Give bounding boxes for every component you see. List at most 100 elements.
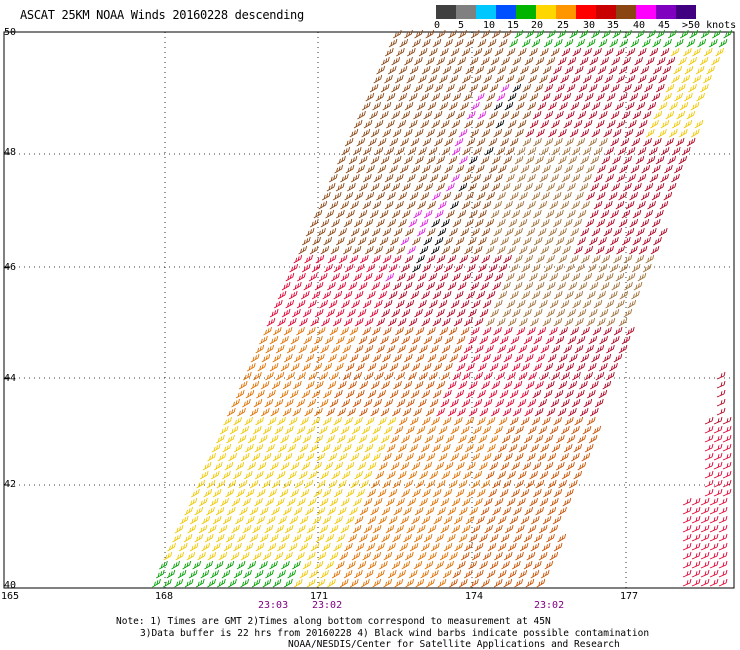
wind-barb [513,533,522,543]
wind-barb [504,200,513,210]
wind-barb [490,56,500,66]
wind-barb [586,290,596,300]
wind-barb [570,326,579,336]
wind-barb [255,542,265,552]
wind-barb [553,92,562,102]
wind-barb [276,470,286,480]
wind-barb [477,389,486,399]
wind-barb [207,578,216,588]
wind-barb [505,146,515,156]
wind-barb [329,200,339,210]
wind-barb [684,65,694,75]
wind-barb [329,497,339,507]
wind-barb [475,443,485,453]
wind-barb [358,209,368,219]
wind-barb [517,173,526,183]
wind-barb [491,155,501,165]
wind-barb [376,443,386,453]
wind-barb [320,218,330,228]
wind-barb [613,227,622,237]
wind-barb [334,461,344,471]
wind-barb [587,263,597,273]
wind-barb [421,164,431,174]
wind-barb [251,578,261,588]
wind-barb [436,128,446,138]
wind-barb [538,200,548,210]
wind-barb [299,542,309,552]
wind-barb [400,137,409,147]
wind-barb [436,254,446,264]
wind-barb [322,416,332,426]
wind-barb [391,407,401,417]
wind-barb [302,434,312,444]
wind-barb [637,74,647,84]
wind-barb [431,443,441,453]
wind-barb [471,479,480,489]
wind-barb [316,452,326,462]
wind-barb [480,155,490,165]
wind-barb [438,353,447,363]
wind-barb [244,542,254,552]
wind-barb [558,128,567,138]
wind-barb [343,317,353,327]
wind-barb [308,371,318,381]
wind-barb [425,56,435,66]
wind-barb [605,299,615,309]
wind-barb [265,470,274,480]
wind-barb [467,236,477,246]
wind-barb [416,254,425,264]
wind-barb [478,461,488,471]
wind-barb [360,353,370,363]
wind-barb [558,254,568,264]
wind-barb [449,551,458,561]
wind-barb [351,299,360,309]
wind-barb [411,362,421,372]
wind-barb [633,83,643,93]
wind-barb [463,344,473,354]
wind-barb [571,452,580,462]
wind-barb [466,164,475,174]
pass-time-2: 23:02 [312,600,343,611]
wind-barb [445,434,455,444]
wind-barb [623,83,632,93]
wind-barb [571,173,581,183]
wind-barb [287,317,297,327]
wind-barb [581,200,590,210]
wind-barb [367,515,377,525]
wind-barb [647,227,657,237]
wind-barb [379,209,389,219]
wind-barb [517,470,527,480]
wind-barb [379,236,389,246]
wind-barb [631,290,640,300]
wind-barb [418,47,428,57]
wind-barb [697,38,707,48]
wind-barb [471,524,481,534]
wind-barb [451,470,461,480]
wind-barb [494,551,503,561]
wind-barb [521,38,531,48]
wind-barb [494,524,503,534]
wind-barb [603,326,612,336]
wind-barb [420,191,430,201]
wind-barb [658,101,668,111]
wind-barb [494,497,504,507]
wind-barb [681,74,691,84]
wind-barb [393,227,403,237]
wind-barb [528,272,538,282]
wind-barb [446,83,455,93]
wind-barb [466,137,476,147]
wind-barb [484,146,494,156]
wind-barb [482,299,492,309]
wind-barb [605,245,614,255]
wind-barb [529,497,538,507]
wind-barb [665,83,675,93]
wind-barb [174,578,184,588]
wind-barb [441,317,451,327]
wind-barb [546,56,556,66]
wind-barb [646,155,656,165]
wind-barb [464,218,474,228]
wind-barb [340,524,350,534]
wind-barb [634,56,643,66]
wind-barb [344,263,354,273]
wind-barb [470,254,479,264]
